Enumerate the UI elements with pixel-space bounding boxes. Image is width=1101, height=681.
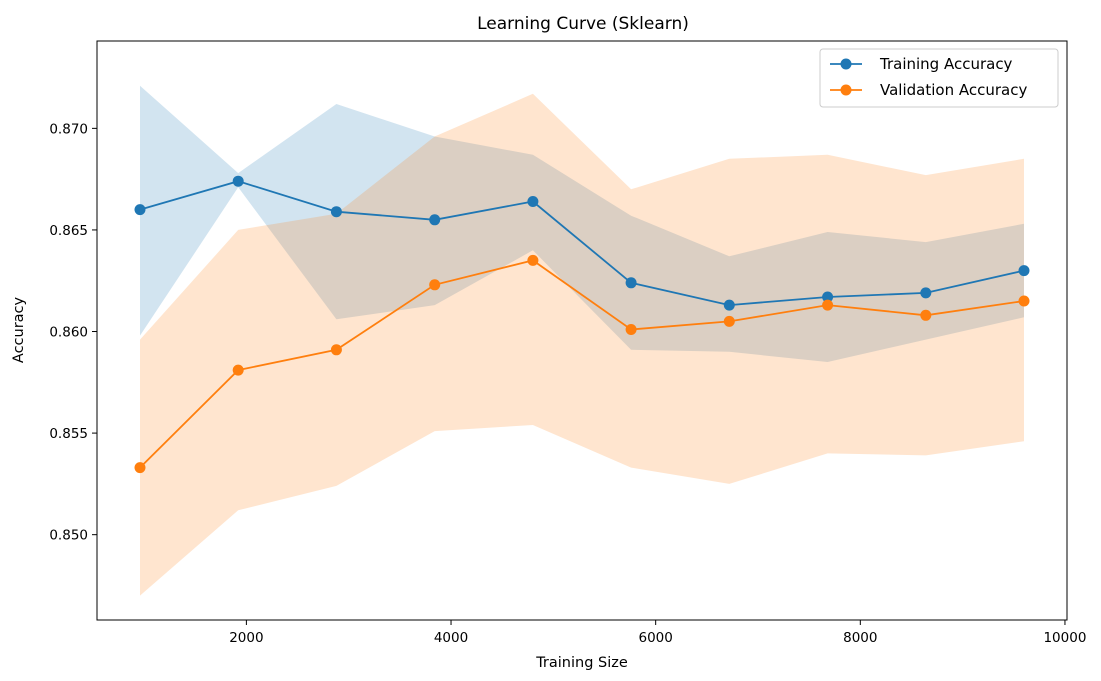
x-tick-label-2: 6000 xyxy=(638,630,672,646)
y-tick-label-1: 0.855 xyxy=(49,426,88,442)
point-series-1-4 xyxy=(527,254,539,266)
point-series-1-7 xyxy=(822,299,834,311)
plot-frame xyxy=(96,40,1068,621)
point-series-1-0 xyxy=(134,462,146,474)
point-series-0-1 xyxy=(232,175,244,187)
legend-label-1: Validation Accuracy xyxy=(880,81,1027,99)
x-axis-label: Training Size xyxy=(535,655,628,671)
point-series-0-7 xyxy=(822,291,834,303)
point-series-1-6 xyxy=(723,315,735,327)
y-tick-label-3: 0.865 xyxy=(49,223,88,239)
point-series-0-3 xyxy=(429,214,441,226)
y-axis-ticks: 0.850 0.855 0.860 0.865 0.870 xyxy=(49,121,97,544)
confidence-bands xyxy=(140,85,1024,596)
legend-label-0: Training Accuracy xyxy=(879,55,1013,73)
point-series-0-2 xyxy=(330,206,342,218)
point-series-0-0 xyxy=(134,204,146,216)
line-series-0 xyxy=(139,180,1025,307)
y-axis-label: Accuracy xyxy=(11,296,27,363)
y-tick-label-4: 0.870 xyxy=(49,121,88,137)
point-series-0-6 xyxy=(723,299,735,311)
point-series-0-4 xyxy=(527,196,539,207)
series-markers xyxy=(134,175,1030,474)
series-lines xyxy=(139,180,1025,469)
line-series-1 xyxy=(139,259,1025,469)
y-tick-label-2: 0.860 xyxy=(49,325,88,341)
point-series-0-5 xyxy=(625,277,637,289)
x-tick-label-3: 8000 xyxy=(843,630,877,646)
legend-marker-0 xyxy=(840,58,852,70)
x-tick-label-0: 2000 xyxy=(229,630,263,646)
band-series-1 xyxy=(140,93,1024,596)
point-series-0-8 xyxy=(920,287,932,299)
point-series-1-9 xyxy=(1018,295,1030,307)
x-tick-label-1: 4000 xyxy=(434,630,468,646)
legend-frame xyxy=(819,48,1059,108)
x-axis-ticks: 2000 4000 6000 8000 10000 xyxy=(229,620,1086,646)
point-series-1-1 xyxy=(232,364,244,376)
point-series-1-3 xyxy=(429,279,441,291)
y-tick-label-0: 0.850 xyxy=(49,528,88,544)
legend: Training Accuracy Validation Accuracy xyxy=(819,48,1059,108)
point-series-0-9 xyxy=(1018,265,1030,277)
point-series-1-5 xyxy=(625,324,637,335)
legend-marker-1 xyxy=(840,84,852,96)
band-series-0 xyxy=(140,85,1024,362)
point-series-1-8 xyxy=(920,309,932,321)
point-series-1-2 xyxy=(330,344,342,356)
x-tick-label-4: 10000 xyxy=(1043,630,1086,646)
chart-title: Learning Curve (Sklearn) xyxy=(477,14,689,34)
